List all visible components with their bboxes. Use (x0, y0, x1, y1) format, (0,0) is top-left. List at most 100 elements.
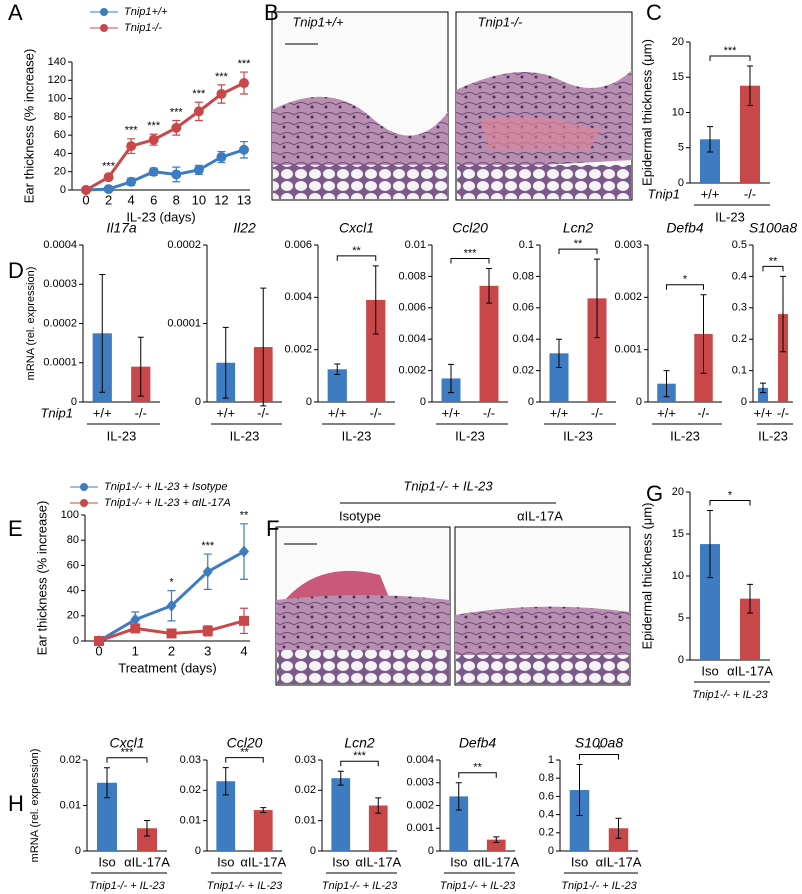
significance-bracket (340, 760, 379, 767)
marker (166, 628, 177, 639)
y-tick-label: 10 (672, 570, 684, 582)
y-tick-label: 20 (67, 610, 79, 622)
legend-marker (100, 8, 108, 16)
chart-title: S100a8 (575, 735, 623, 751)
y-tick-label: 0.001 (406, 822, 434, 834)
bar (479, 285, 499, 402)
y-tick-label: 0 (678, 654, 684, 666)
legend-marker (80, 483, 88, 491)
bar (449, 796, 469, 851)
y-tick-label: 5 (678, 142, 684, 154)
x-tick-label: Iso (701, 663, 718, 678)
significance: * (683, 274, 688, 286)
x-tick-label: -/- (257, 405, 269, 420)
significance: ** (240, 746, 249, 758)
bar (778, 314, 788, 402)
y-axis-label: Epidermal thickness (μm) (639, 503, 654, 650)
y-tick-label: 0.6 (539, 790, 554, 802)
bar (368, 805, 388, 851)
x-axis-label: Tnip1-/- + IL-23 (322, 880, 398, 892)
error-bar (486, 268, 492, 304)
panel-letter: A (8, 0, 23, 25)
significance: *** (125, 125, 139, 137)
y-tick-label: 0.01 (60, 799, 81, 811)
x-axis-label: IL-23 (342, 428, 372, 443)
significance: *** (353, 750, 367, 762)
y-tick-label: 10 (672, 106, 684, 118)
marker (103, 172, 114, 183)
significance: * (728, 489, 733, 501)
x-tick-label: 6 (150, 192, 157, 207)
marker (216, 152, 227, 163)
y-tick-label: 40 (54, 147, 66, 159)
x-tick-label: +/+ (442, 405, 461, 420)
y-tick-label: 120 (48, 74, 66, 86)
panel-letter: B (264, 0, 279, 25)
y-tick-label: 0.003 (614, 239, 642, 251)
error-bar (260, 807, 267, 813)
x-axis-label: IL-23 (758, 428, 788, 443)
y-tick-label: 0.02 (60, 754, 81, 766)
significance: ** (574, 238, 583, 250)
error-bar (747, 583, 753, 614)
x-tick-label: αIL-17A (124, 854, 170, 869)
y-tick-label: 0 (310, 845, 316, 857)
error-bar (334, 363, 341, 376)
chart-title: Defb4 (459, 735, 497, 751)
legend-label: Tnip1+/+ (124, 6, 168, 18)
x-tick-label: +/+ (216, 405, 235, 420)
y-tick-label: 0.4 (539, 809, 554, 821)
y-tick-label: 0.2 (732, 333, 747, 345)
significance: *** (201, 540, 215, 552)
y-tick-label: 0.004 (406, 754, 434, 766)
x-tick-label: +/+ (328, 405, 347, 420)
chart-title: Lcn2 (344, 735, 375, 751)
x-tick-label: Iso (450, 854, 467, 869)
y-axis-label: Ear thickness (% increase) (21, 49, 36, 204)
error-bar (780, 275, 786, 353)
bar (97, 782, 117, 851)
error-bar (104, 767, 110, 799)
y-tick-label: 0.0001 (43, 357, 77, 369)
x-tick-label: Iso (98, 854, 115, 869)
chart-title: S100a8 (749, 220, 797, 236)
chart-title: Il17a (106, 220, 137, 236)
significance: *** (238, 58, 252, 70)
x-axis-label: IL-23 (107, 428, 137, 443)
significance-bracket (106, 757, 148, 763)
marker (166, 599, 177, 612)
marker (81, 185, 91, 195)
y-tick-label: 0.1 (732, 365, 747, 377)
x-tick-label: 4 (240, 643, 247, 658)
marker (193, 106, 204, 117)
error-bar (144, 820, 150, 837)
y-tick-label: 0.01 (180, 815, 201, 827)
bar (216, 781, 236, 851)
significance-bracket (558, 248, 598, 255)
error-bar (700, 294, 707, 374)
significance: *** (724, 45, 738, 57)
x-axis-label: Tnip1-/- + IL-23 (440, 880, 516, 892)
y-tick-label: 20 (54, 166, 66, 178)
significance: *** (121, 747, 135, 759)
y-tick-label: 80 (54, 111, 66, 123)
x-axis-label: Treatment (days) (118, 660, 217, 675)
y-tick-label: 0.002 (284, 344, 312, 356)
x-tick-label: αIL-17A (473, 854, 519, 869)
chart-title: Ccl20 (227, 735, 263, 751)
significance-bracket (709, 55, 751, 61)
error-bar (260, 287, 267, 407)
marker (171, 169, 182, 180)
panel-letter: E (8, 516, 23, 541)
y-tick-label: 0 (636, 396, 642, 408)
significance: ** (769, 255, 778, 267)
y-tick-label: 0.003 (406, 777, 434, 789)
y-tick-label: 15 (672, 71, 684, 83)
x-tick-label: Iso (217, 854, 234, 869)
x-tick-label: 4 (128, 192, 135, 207)
x-tick-label: -/- (591, 405, 603, 420)
error-bar (707, 126, 713, 153)
y-tick-label: 0 (306, 396, 312, 408)
y-tick-label: 0.004 (284, 291, 312, 303)
significance: *** (464, 247, 478, 259)
